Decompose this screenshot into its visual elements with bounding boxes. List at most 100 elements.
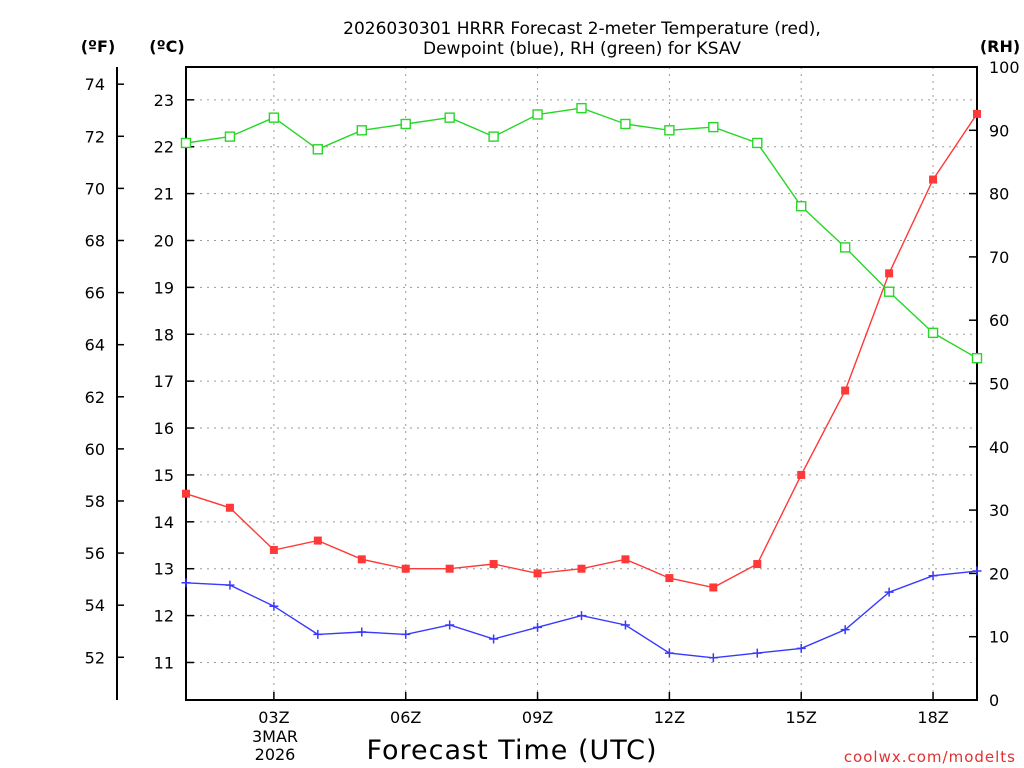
fahrenheit-tick-label: 70 (85, 179, 105, 198)
rh-tick-label: 40 (989, 438, 1009, 457)
axes (116, 66, 978, 701)
rh-tick-label: 60 (989, 311, 1009, 330)
fahrenheit-tick-label: 54 (85, 596, 105, 615)
dewpoint-point (884, 587, 894, 597)
dewpoint-point (708, 653, 718, 663)
fahrenheit-tick-label: 72 (85, 127, 105, 146)
tick-labels: 11 12 13 14 15 16 17 18 19 20 21 22 23 52 54 56 58 60 62 64… (85, 58, 1020, 727)
rh-tick-label: 50 (989, 375, 1009, 394)
plot-frame (185, 66, 978, 701)
celsius-tick-label: 11 (154, 653, 174, 672)
rh-axis-label: (RH) (980, 37, 1020, 56)
temperature-point (401, 564, 410, 573)
rh-tick-label: 70 (989, 248, 1009, 267)
rh-tick-label: 0 (989, 691, 999, 710)
temperature-point (313, 536, 322, 545)
rh-tick-label: 10 (989, 628, 1009, 647)
dewpoint-point (489, 634, 499, 644)
rh-point (839, 242, 851, 253)
celsius-tick-label: 14 (154, 513, 174, 532)
dewpoint-point (225, 580, 235, 590)
fahrenheit-tick-label: 62 (85, 388, 105, 407)
celsius-tick-label: 13 (154, 560, 174, 579)
x-tick-label: 12Z (654, 708, 685, 727)
rh-point (488, 131, 499, 142)
rh-tick-label: 80 (989, 185, 1009, 204)
rh-point (356, 125, 367, 136)
rh-tick-label: 20 (989, 564, 1009, 583)
rh-point (708, 121, 719, 133)
rh-point (927, 327, 939, 339)
fahrenheit-tick-label: 58 (85, 492, 105, 511)
x-tick-label: 15Z (786, 708, 817, 727)
dewpoint-point (840, 625, 850, 635)
temperature-point (621, 555, 630, 564)
temperature-point (182, 489, 190, 498)
celsius-tick-label: 18 (154, 325, 174, 344)
temperature-point (841, 386, 850, 395)
temperature-point (225, 503, 234, 512)
dewpoint-point (445, 620, 455, 630)
dewpoint-point (796, 643, 806, 653)
temperature-point (445, 564, 454, 573)
celsius-tick-label: 17 (154, 372, 174, 391)
chart-title-line-2: Dewpoint (blue), RH (green) for KSAV (423, 39, 741, 59)
celsius-axis-label: (ºC) (149, 37, 184, 56)
rh-tick-label: 100 (989, 58, 1020, 77)
fahrenheit-tick-label: 68 (85, 231, 105, 250)
dewpoint-point (972, 566, 982, 576)
rh-point (971, 352, 983, 364)
rh-tick-label: 90 (989, 121, 1009, 140)
rh-point (400, 118, 411, 130)
dewpoint-point (577, 611, 586, 621)
dewpoint-point (620, 620, 630, 630)
fahrenheit-tick-label: 52 (85, 648, 105, 667)
date-label-day: 3MAR (252, 727, 298, 746)
rh-point (312, 144, 324, 155)
rh-point (224, 131, 236, 142)
x-tick-label: 18Z (917, 708, 948, 727)
fahrenheit-tick-label: 66 (85, 284, 105, 303)
celsius-tick-label: 20 (154, 231, 174, 250)
rh-point (444, 112, 455, 123)
temperature-point (797, 470, 806, 479)
temperature-point (973, 109, 981, 118)
temperature-point (753, 560, 762, 569)
celsius-tick-label: 21 (154, 185, 174, 204)
temperature-point (269, 545, 278, 554)
rh-point (752, 137, 763, 149)
celsius-tick-label: 16 (154, 419, 174, 438)
x-tick-label: 03Z (258, 708, 289, 727)
rh-point (268, 112, 280, 123)
celsius-tick-label: 19 (154, 278, 174, 297)
rh-point (796, 201, 807, 212)
rh-point (620, 118, 631, 130)
fahrenheit-tick-label: 56 (85, 544, 105, 563)
temperature-point (929, 175, 938, 184)
temperature-point (665, 574, 674, 583)
temperature-point (709, 583, 718, 592)
fahrenheit-axis-label: (ºF) (81, 37, 116, 56)
rh-tick-label: 30 (989, 501, 1009, 520)
series-temperature (182, 109, 981, 592)
temperature-point (533, 569, 542, 578)
temperature-point (577, 564, 586, 573)
date-label-year: 2026 (255, 745, 296, 764)
series-rh (180, 102, 983, 364)
fahrenheit-tick-label: 64 (85, 336, 105, 355)
x-axis-title: Forecast Time (UTC) (366, 735, 657, 766)
rh-point (664, 125, 675, 136)
dewpoint-point (181, 578, 191, 588)
fahrenheit-tick-label: 74 (85, 75, 105, 94)
dewpoint-point (313, 629, 323, 639)
rh-point (576, 102, 587, 114)
fahrenheit-tick-label: 60 (85, 440, 105, 459)
dewpoint-point (401, 629, 411, 639)
dewpoint-point (928, 571, 938, 581)
data-series (180, 102, 983, 663)
x-tick-label: 09Z (522, 708, 553, 727)
temperature-point (489, 560, 498, 569)
rh-point (883, 286, 895, 297)
dewpoint-point (533, 622, 543, 632)
